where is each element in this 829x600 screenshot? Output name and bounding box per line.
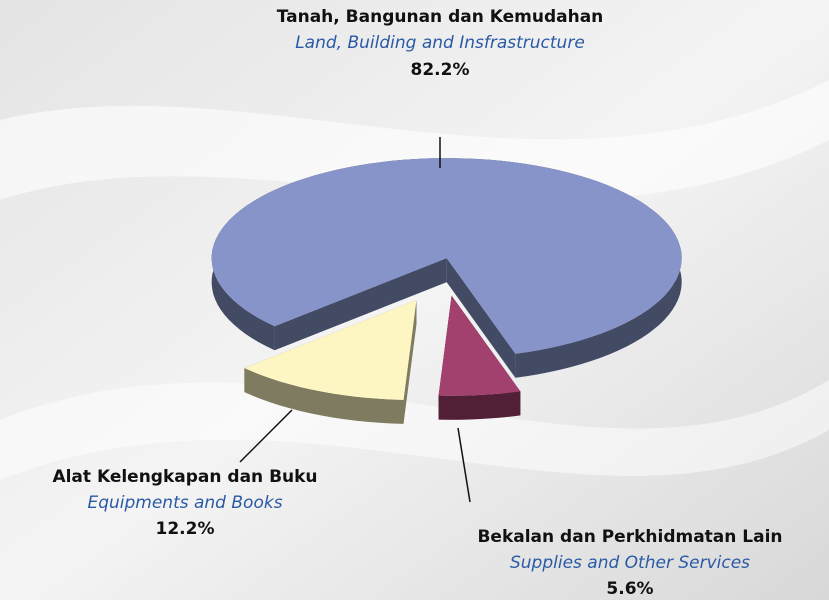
label-name: Bekalan dan Perkhidmatan Lain xyxy=(477,527,782,547)
label-name-en: Supplies and Other Services xyxy=(510,553,750,573)
data-label: 5.6% xyxy=(606,579,653,599)
label-name-en: Land, Building and Insfrastructure xyxy=(295,33,585,53)
label-name-en: Equipments and Books xyxy=(87,493,282,513)
label-name: Alat Kelengkapan dan Buku xyxy=(52,467,317,487)
label-name: Tanah, Bangunan dan Kemudahan xyxy=(277,7,604,27)
data-label: 82.2% xyxy=(411,60,470,80)
data-label: 12.2% xyxy=(156,519,215,539)
chart: Tanah, Bangunan dan Kemudahan Land, Buil… xyxy=(0,0,829,600)
